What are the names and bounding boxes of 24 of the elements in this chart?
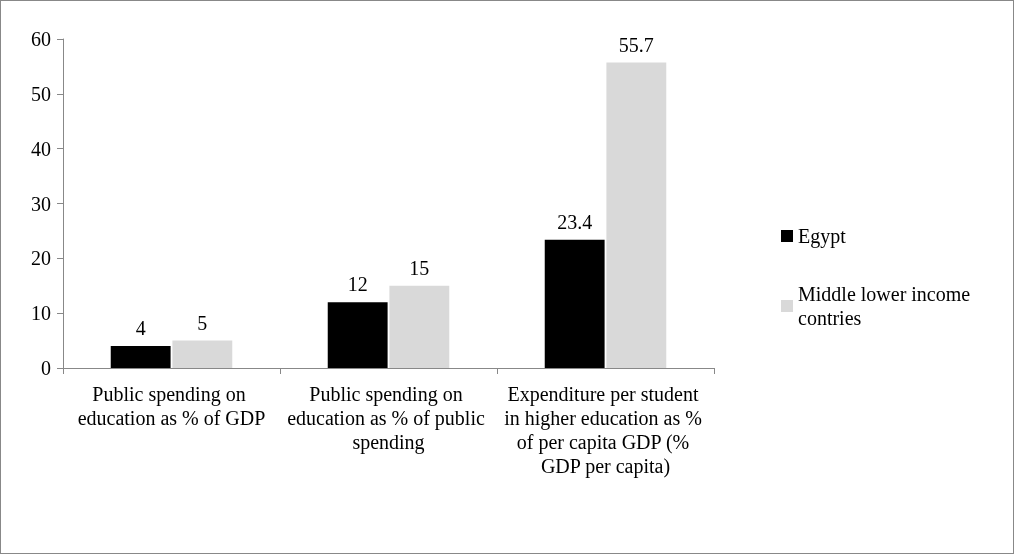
data-label: 15 — [409, 256, 430, 279]
data-label: 5 — [197, 311, 208, 334]
bar — [544, 239, 605, 368]
y-tick-label: 20 — [31, 247, 51, 270]
bar — [110, 346, 171, 368]
bar — [389, 285, 450, 368]
bar — [327, 302, 388, 368]
legend-label: Middle lower income contries — [798, 283, 976, 329]
bar — [172, 340, 233, 368]
data-label: 12 — [347, 273, 368, 296]
data-label: 4 — [135, 317, 146, 340]
y-tick-label: 10 — [31, 302, 51, 325]
x-tick-label: Public spending on education as % of GDP — [77, 383, 266, 429]
y-tick-label: 0 — [41, 357, 51, 379]
y-tick-label: 50 — [31, 82, 51, 105]
y-tick-label: 60 — [31, 28, 51, 50]
y-tick-label: 40 — [31, 137, 51, 160]
data-label: 55.7 — [618, 33, 654, 56]
data-label: 23.4 — [557, 210, 593, 233]
x-tick-label: Expenditure per student in higher education as % of per capita GDP (% GDP per capita) — [504, 383, 707, 478]
x-tick-label: Public spending on education as % of public spending — [287, 383, 490, 454]
legend-label: Egypt — [798, 225, 847, 248]
bar — [606, 62, 667, 368]
y-tick-label: 30 — [31, 192, 51, 215]
